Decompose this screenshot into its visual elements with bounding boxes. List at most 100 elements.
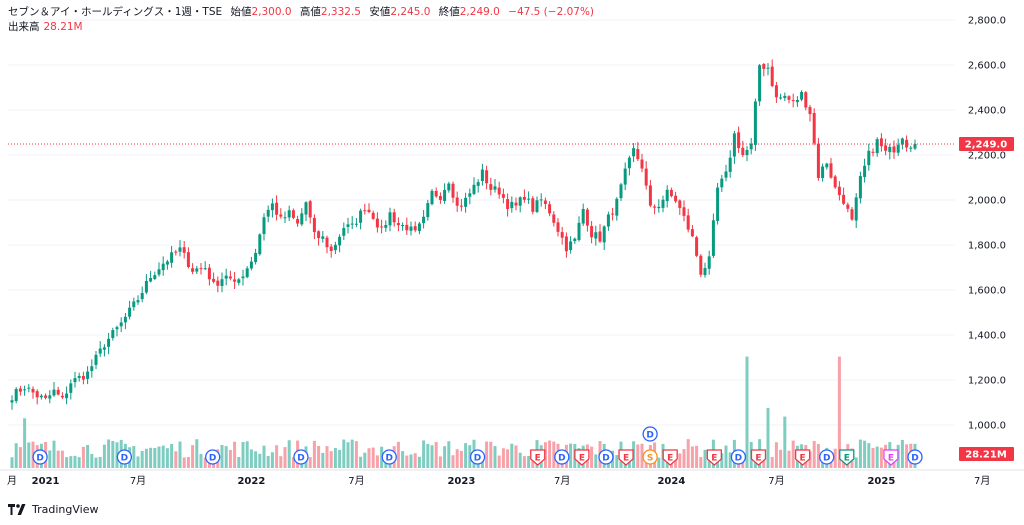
candle[interactable] bbox=[737, 126, 741, 153]
candle[interactable] bbox=[493, 179, 497, 193]
candle[interactable] bbox=[367, 203, 371, 214]
event-marker-E[interactable]: E bbox=[883, 449, 899, 466]
candle[interactable] bbox=[249, 256, 253, 271]
candle[interactable] bbox=[821, 163, 825, 182]
candle[interactable] bbox=[333, 241, 337, 255]
candle[interactable] bbox=[170, 245, 174, 268]
candle[interactable] bbox=[770, 59, 774, 88]
candle[interactable] bbox=[81, 371, 85, 385]
candle[interactable] bbox=[317, 230, 321, 246]
candle[interactable] bbox=[720, 175, 724, 192]
candle[interactable] bbox=[342, 222, 346, 241]
candle[interactable] bbox=[153, 271, 157, 281]
candle[interactable] bbox=[296, 215, 300, 227]
candle[interactable] bbox=[627, 155, 631, 176]
candle[interactable] bbox=[602, 225, 606, 250]
candle[interactable] bbox=[329, 243, 333, 258]
candle[interactable] bbox=[65, 386, 69, 405]
candle[interactable] bbox=[291, 208, 295, 220]
candle[interactable] bbox=[44, 393, 48, 400]
candle[interactable] bbox=[753, 98, 757, 151]
candle[interactable] bbox=[556, 218, 560, 237]
candle[interactable] bbox=[653, 204, 657, 215]
event-marker-D[interactable]: D bbox=[116, 449, 133, 465]
candle[interactable] bbox=[262, 213, 266, 241]
candle[interactable] bbox=[522, 189, 526, 203]
candle[interactable] bbox=[388, 207, 392, 232]
candle[interactable] bbox=[275, 195, 279, 221]
candle[interactable] bbox=[539, 193, 543, 207]
candle[interactable] bbox=[325, 235, 329, 254]
candle[interactable] bbox=[468, 188, 472, 205]
candle[interactable] bbox=[548, 201, 552, 217]
candle[interactable] bbox=[527, 191, 531, 204]
candle[interactable] bbox=[56, 386, 60, 396]
candle[interactable] bbox=[875, 137, 879, 157]
candle[interactable] bbox=[854, 193, 858, 228]
candle[interactable] bbox=[581, 203, 585, 226]
event-marker-D[interactable]: D bbox=[381, 449, 397, 465]
candle[interactable] bbox=[430, 188, 434, 206]
candle[interactable] bbox=[128, 300, 132, 320]
event-marker-E[interactable]: E bbox=[794, 449, 811, 466]
candle[interactable] bbox=[266, 205, 270, 223]
candle[interactable] bbox=[216, 276, 220, 293]
candle[interactable] bbox=[497, 181, 501, 199]
candle[interactable] bbox=[535, 196, 539, 214]
candle[interactable] bbox=[703, 262, 707, 278]
candle[interactable] bbox=[409, 221, 413, 236]
candle[interactable] bbox=[287, 205, 291, 221]
candle[interactable] bbox=[606, 211, 610, 231]
candle[interactable] bbox=[111, 327, 115, 341]
candle[interactable] bbox=[375, 212, 379, 233]
candle[interactable] bbox=[699, 254, 703, 278]
candle[interactable] bbox=[10, 395, 14, 410]
event-marker-E[interactable]: E bbox=[706, 449, 722, 466]
candle[interactable] bbox=[392, 208, 396, 227]
candle[interactable] bbox=[611, 207, 615, 221]
candle[interactable] bbox=[69, 379, 73, 400]
candle[interactable] bbox=[707, 250, 711, 275]
candle[interactable] bbox=[149, 270, 153, 283]
candle[interactable] bbox=[560, 226, 564, 245]
candle[interactable] bbox=[73, 371, 77, 388]
candle[interactable] bbox=[514, 197, 518, 211]
candle[interactable] bbox=[871, 148, 875, 157]
candle[interactable] bbox=[98, 341, 102, 357]
candle[interactable] bbox=[405, 217, 409, 235]
candle[interactable] bbox=[212, 272, 216, 284]
candle[interactable] bbox=[451, 181, 455, 203]
candle[interactable] bbox=[35, 389, 39, 405]
candle[interactable] bbox=[279, 208, 283, 219]
candle[interactable] bbox=[413, 221, 417, 233]
candle[interactable] bbox=[338, 234, 342, 253]
candle[interactable] bbox=[716, 182, 720, 225]
event-marker-D[interactable]: D bbox=[642, 426, 658, 442]
candle[interactable] bbox=[619, 182, 623, 201]
candle[interactable] bbox=[669, 187, 673, 198]
candle[interactable] bbox=[913, 139, 917, 151]
candle[interactable] bbox=[829, 157, 833, 179]
candle[interactable] bbox=[837, 181, 841, 201]
candle[interactable] bbox=[787, 95, 791, 104]
candle[interactable] bbox=[182, 241, 186, 259]
candle[interactable] bbox=[909, 145, 913, 153]
candle[interactable] bbox=[90, 359, 94, 378]
candle[interactable] bbox=[60, 392, 64, 399]
candle[interactable] bbox=[464, 192, 468, 213]
candle[interactable] bbox=[254, 248, 258, 265]
candle[interactable] bbox=[795, 96, 799, 107]
candle[interactable] bbox=[245, 266, 249, 279]
candle[interactable] bbox=[896, 138, 900, 157]
candle[interactable] bbox=[459, 198, 463, 212]
candle[interactable] bbox=[354, 218, 358, 228]
candle[interactable] bbox=[136, 295, 140, 305]
candle[interactable] bbox=[304, 201, 308, 222]
candle[interactable] bbox=[858, 171, 862, 204]
event-marker-D[interactable]: D bbox=[205, 449, 221, 465]
candle[interactable] bbox=[686, 208, 690, 233]
candle[interactable] bbox=[518, 196, 522, 213]
candle[interactable] bbox=[102, 344, 106, 357]
candle[interactable] bbox=[107, 332, 111, 355]
candle[interactable] bbox=[203, 261, 207, 271]
